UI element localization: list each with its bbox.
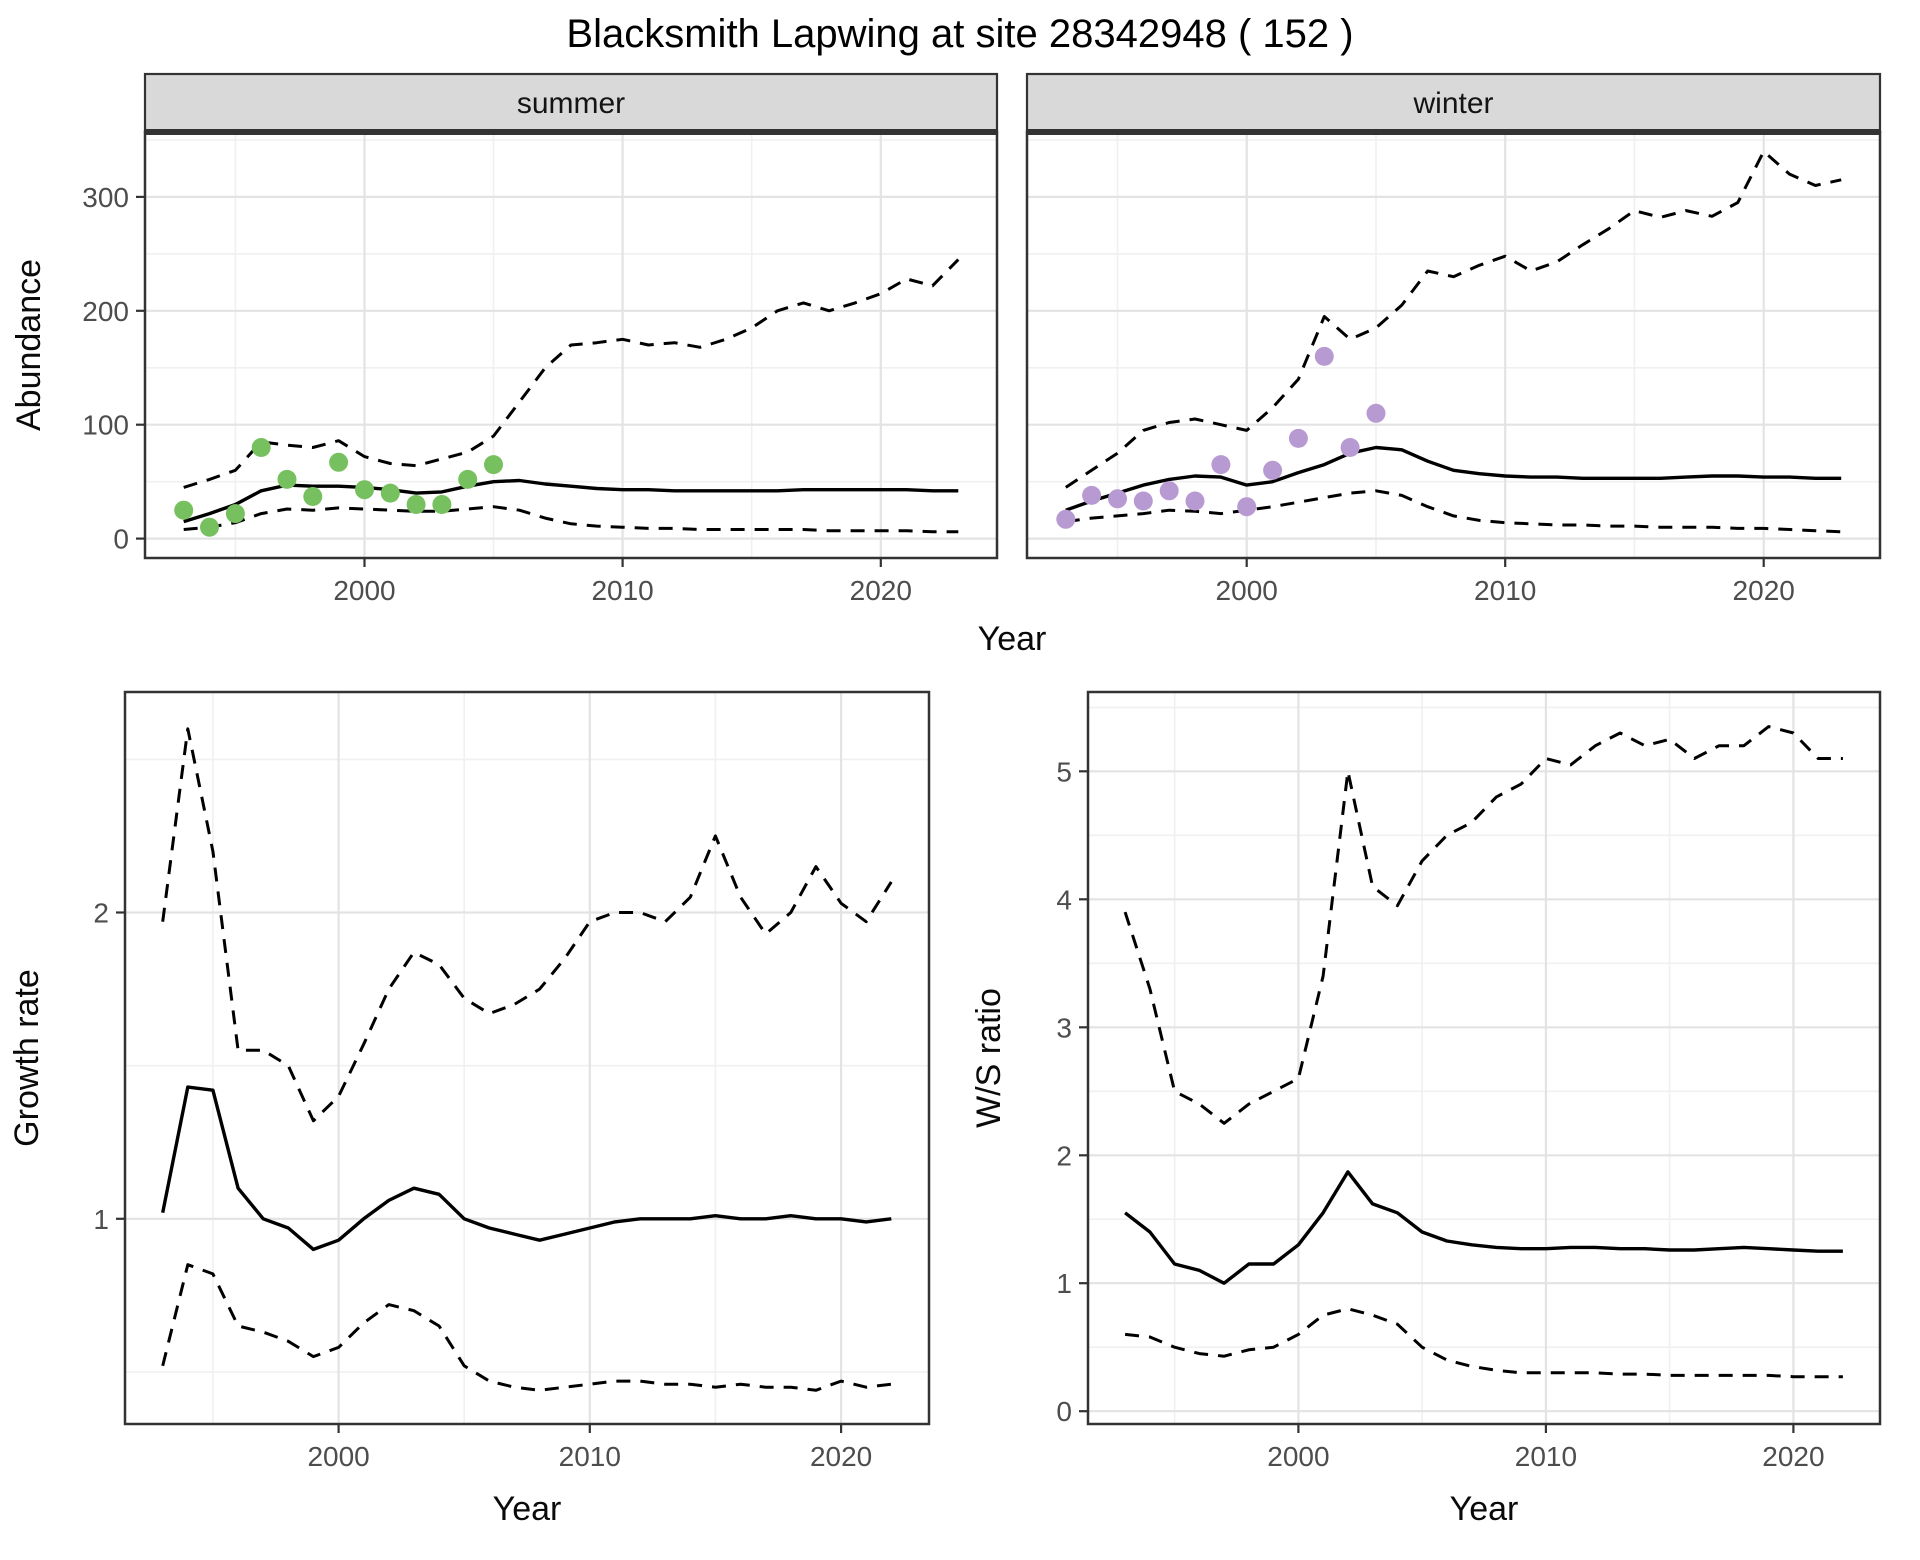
observed-point — [484, 455, 503, 475]
observed-point — [432, 495, 452, 514]
x-tick-label: 2020 — [1733, 575, 1795, 606]
observed-point — [329, 452, 349, 472]
x-axis-title-ws-ratio: Year — [1450, 1490, 1519, 1528]
facet-strip-label: summer — [517, 87, 625, 120]
panel-border — [1086, 690, 1882, 1426]
y-tick-label: 4 — [1056, 884, 1072, 915]
observed-point — [1159, 481, 1179, 501]
series-upper-ci — [161, 727, 893, 1123]
y-tick-label: 0 — [1056, 1396, 1072, 1427]
observed-point — [1340, 438, 1360, 457]
observed-point — [1263, 460, 1283, 480]
observed-point — [1237, 497, 1257, 517]
series-median — [161, 1085, 892, 1252]
x-tick-label: 2020 — [810, 1441, 872, 1472]
observed-point — [200, 517, 219, 537]
observed-point — [380, 483, 400, 503]
y-axis-title-abundance: Abundance — [10, 259, 48, 431]
y-tick-label: 1 — [93, 1204, 109, 1235]
y-tick-label: 1 — [1056, 1268, 1072, 1299]
observed-point — [458, 469, 478, 489]
x-tick-label: 2010 — [1474, 575, 1536, 606]
observed-point — [1056, 509, 1076, 529]
y-tick-label: 5 — [1056, 756, 1072, 787]
series-upper-ci — [1064, 149, 1842, 489]
x-axis-title-growth-rate: Year — [493, 1490, 562, 1528]
x-tick-label: 2000 — [1216, 575, 1278, 606]
y-tick-label: 2 — [93, 898, 109, 929]
observed-point — [406, 495, 426, 514]
y-tick-label: 100 — [82, 410, 129, 441]
x-tick-label: 2020 — [850, 575, 912, 606]
observed-point — [174, 500, 194, 520]
observed-point — [355, 480, 374, 500]
x-tick-label: 2010 — [591, 575, 653, 606]
observed-point — [1133, 491, 1153, 511]
observed-point — [1288, 428, 1308, 448]
series-upper-ci — [183, 258, 960, 489]
series-upper-ci — [1123, 725, 1843, 1125]
facet-strip — [143, 72, 999, 134]
observed-point — [277, 469, 297, 489]
series-lower-ci — [1124, 1307, 1843, 1379]
observed-point — [1211, 455, 1231, 475]
y-axis-title-ws-ratio: W/S ratio — [970, 988, 1008, 1128]
series-lower-ci — [161, 1263, 892, 1392]
series-median — [183, 478, 959, 524]
observed-point — [1185, 491, 1205, 511]
observed-point — [1108, 489, 1127, 509]
observed-point — [1082, 485, 1102, 505]
series-lower-ci — [1065, 489, 1842, 534]
panel-background — [125, 692, 929, 1424]
x-axis-title-top: Year — [978, 620, 1047, 658]
x-tick-label: 2010 — [1515, 1441, 1577, 1472]
facet-strip-label: winter — [1412, 87, 1493, 120]
y-tick-label: 0 — [113, 524, 129, 555]
series-median — [1124, 1170, 1843, 1285]
observed-point — [1314, 346, 1334, 366]
panel-background — [1088, 692, 1880, 1424]
y-tick-label: 2 — [1056, 1140, 1072, 1171]
series-lower-ci — [183, 505, 959, 534]
x-tick-label: 2000 — [307, 1441, 369, 1472]
observed-point — [1366, 403, 1386, 423]
figure-title: Blacksmith Lapwing at site 28342948 ( 15… — [566, 12, 1354, 56]
x-tick-label: 2000 — [333, 575, 395, 606]
y-tick-label: 3 — [1056, 1012, 1072, 1043]
panel-border — [123, 690, 931, 1426]
x-tick-label: 2020 — [1762, 1441, 1824, 1472]
series-median — [1065, 445, 1842, 512]
x-tick-label: 2010 — [559, 1441, 621, 1472]
y-tick-label: 200 — [82, 296, 129, 327]
y-axis-title-growth-rate: Growth rate — [8, 969, 46, 1147]
observed-point — [303, 487, 323, 506]
observed-point — [225, 504, 245, 524]
observed-point — [251, 438, 271, 457]
facet-strip — [1025, 72, 1882, 134]
y-tick-label: 300 — [82, 182, 129, 213]
x-tick-label: 2000 — [1267, 1441, 1329, 1472]
